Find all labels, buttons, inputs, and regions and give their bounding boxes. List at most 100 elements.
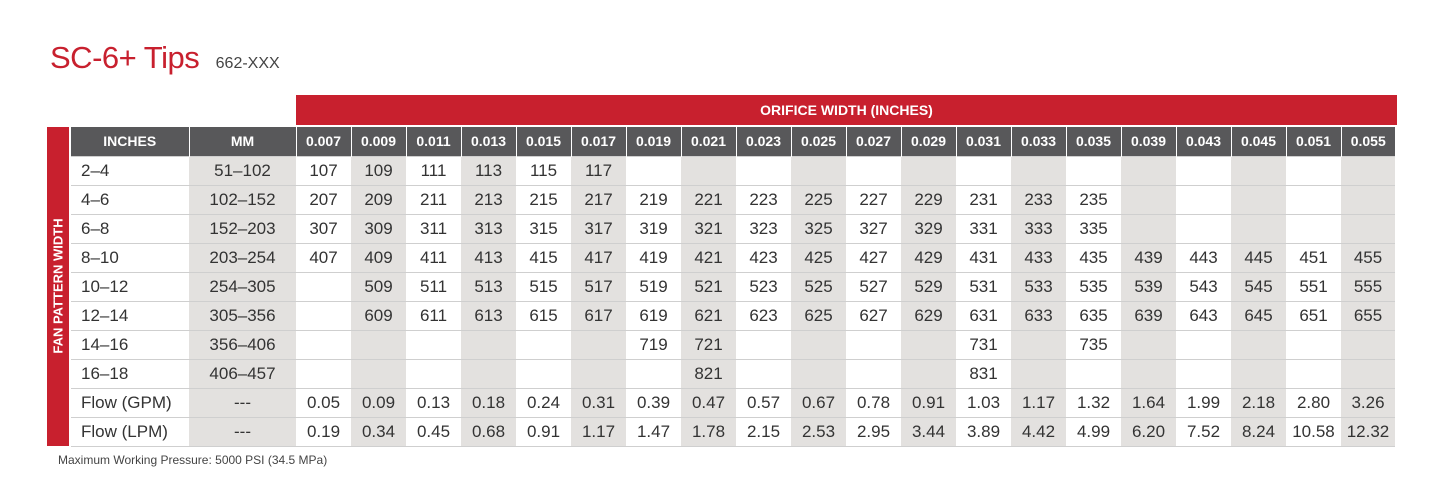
row-label-mm: 203–254	[189, 242, 296, 272]
table-cell: 721	[681, 329, 736, 359]
table-cell	[351, 358, 406, 388]
table-cell	[1066, 358, 1121, 388]
table-cell: 521	[681, 271, 736, 301]
table-cell: 2.53	[791, 416, 846, 447]
table-cell: 0.09	[351, 387, 406, 417]
table-cell: 225	[791, 184, 846, 214]
table-cell: 327	[846, 213, 901, 243]
row-label-mm: 305–356	[189, 300, 296, 330]
table-cell	[1286, 213, 1341, 243]
table-cell: 315	[516, 213, 571, 243]
table-cell: 1.17	[571, 416, 626, 447]
fan-pattern-label: FAN PATTERN WIDTH	[50, 218, 66, 354]
table-row: Flow (LPM) --- 0.19 0.34 0.45 0.68 0.91 1.17 1.4…	[71, 416, 1395, 447]
row-label-mm: 406–457	[189, 358, 296, 388]
table-cell	[846, 155, 901, 185]
table-cell: 4.99	[1066, 416, 1121, 447]
table-cell: 617	[571, 300, 626, 330]
table-cell: 7.52	[1176, 416, 1231, 447]
table-cell	[296, 271, 351, 301]
table-cell: 0.24	[516, 387, 571, 417]
table-cell: 227	[846, 184, 901, 214]
table-cell	[1341, 329, 1395, 359]
col-header-mm: MM	[188, 127, 296, 156]
table-cell: 233	[1011, 184, 1066, 214]
table-row: 12–14 305–356 609 611 613 615 617 619 621 623 625 6…	[71, 300, 1395, 330]
table-cell: 335	[1066, 213, 1121, 243]
table-cell	[956, 155, 1011, 185]
table-cell	[736, 329, 791, 359]
table-cell: 411	[406, 242, 461, 272]
table-cell	[1286, 329, 1341, 359]
table-cell: 515	[516, 271, 571, 301]
orifice-width-label: ORIFICE WIDTH (INCHES)	[760, 102, 933, 118]
table-cell: 513	[461, 271, 516, 301]
table-cell	[1011, 358, 1066, 388]
table-cell: 621	[681, 300, 736, 330]
table-cell: 511	[406, 271, 461, 301]
table-cell: 0.19	[296, 416, 351, 447]
table-cell: 535	[1066, 271, 1121, 301]
table-cell: 0.13	[406, 387, 461, 417]
table-cell	[901, 155, 956, 185]
table-cell: 213	[461, 184, 516, 214]
table-cell: 555	[1341, 271, 1395, 301]
row-label-mm: 51–102	[189, 155, 296, 185]
table-cell: 421	[681, 242, 736, 272]
table-cell	[901, 329, 956, 359]
table-cell	[516, 329, 571, 359]
page-title: SC-6+ Tips	[50, 40, 200, 75]
table-cell: 719	[626, 329, 681, 359]
table-cell	[626, 358, 681, 388]
table-cell	[846, 329, 901, 359]
col-header-orifice: 0.013	[460, 127, 516, 156]
table-cell	[1011, 155, 1066, 185]
table-cell: 4.42	[1011, 416, 1066, 447]
col-header-orifice: 0.007	[295, 127, 351, 156]
table-cell: 545	[1231, 271, 1286, 301]
table-cell	[626, 155, 681, 185]
table-cell: 639	[1121, 300, 1176, 330]
table-cell: 3.26	[1341, 387, 1395, 417]
table-cell: 423	[736, 242, 791, 272]
table-cell: 525	[791, 271, 846, 301]
table-cell	[791, 358, 846, 388]
table-cell: 211	[406, 184, 461, 214]
col-header-orifice: 0.033	[1010, 127, 1066, 156]
table-cell: 311	[406, 213, 461, 243]
table-cell: 631	[956, 300, 1011, 330]
table-cell: 509	[351, 271, 406, 301]
row-label-mm: ---	[189, 387, 296, 417]
table-cell: 633	[1011, 300, 1066, 330]
table-cell: 313	[461, 213, 516, 243]
table-cell: 3.44	[901, 416, 956, 447]
table-cell: 0.91	[516, 416, 571, 447]
table-cell: 517	[571, 271, 626, 301]
table-cell: 415	[516, 242, 571, 272]
table-cell: 0.57	[736, 387, 791, 417]
table-cell	[1341, 358, 1395, 388]
table-cell	[461, 329, 516, 359]
table-cell: 8.24	[1231, 416, 1286, 447]
table-cell: 409	[351, 242, 406, 272]
table-cell	[1066, 155, 1121, 185]
table-header-row: INCHES MM 0.007 0.009 0.011 0.013 0.015 0.017…	[71, 127, 1395, 156]
row-label-inches: 10–12	[71, 271, 189, 301]
table-cell: 413	[461, 242, 516, 272]
table-cell	[1176, 358, 1231, 388]
table-cell: 1.99	[1176, 387, 1231, 417]
col-header-orifice: 0.043	[1175, 127, 1231, 156]
table-cell: 433	[1011, 242, 1066, 272]
title-row: SC-6+ Tips 662-XXX	[50, 40, 280, 80]
table-cell: 417	[571, 242, 626, 272]
table-cell: 217	[571, 184, 626, 214]
table-cell: 319	[626, 213, 681, 243]
table-cell: 209	[351, 184, 406, 214]
table-cell	[1176, 184, 1231, 214]
table-cell: 435	[1066, 242, 1121, 272]
col-header-orifice: 0.029	[900, 127, 956, 156]
table-cell	[846, 358, 901, 388]
table-cell: 229	[901, 184, 956, 214]
table-cell: 609	[351, 300, 406, 330]
table-cell: 3.89	[956, 416, 1011, 447]
